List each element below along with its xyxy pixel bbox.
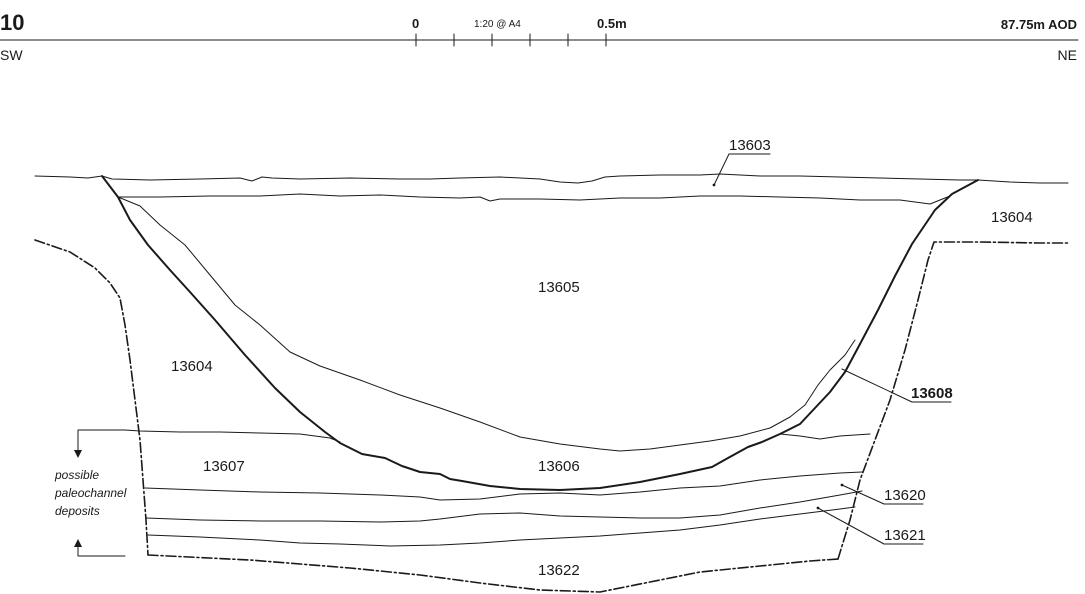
leader-13621 xyxy=(817,507,924,545)
context-label-13605: 13605 xyxy=(538,279,580,296)
context-label-13622: 13622 xyxy=(538,562,580,579)
scale-bar xyxy=(415,33,607,47)
context-label-13607: 13607 xyxy=(203,458,245,475)
fill-boundary-13605-13606 xyxy=(117,196,856,452)
layer-line-13607-base xyxy=(144,471,863,501)
context-label-13621: 13621 xyxy=(884,527,926,544)
paleochannel-boundary-right xyxy=(837,241,1071,560)
scale-end-label: 0.5m xyxy=(597,16,627,31)
context-label-13620: 13620 xyxy=(884,487,926,504)
orientation-sw: SW xyxy=(0,47,23,63)
context-label-13603: 13603 xyxy=(729,137,771,154)
annotation-line-2: paleochannel xyxy=(54,486,127,500)
ground-surface xyxy=(34,173,1069,184)
annotation-line-1: possible xyxy=(54,468,99,482)
orientation-ne: NE xyxy=(1058,47,1077,63)
scale-note: 1:20 @ A4 xyxy=(474,19,521,30)
annotation-line-3: deposits xyxy=(55,504,100,518)
layer-line-13607-top xyxy=(124,429,341,443)
context-label-13604-left: 13604 xyxy=(171,358,213,375)
layer-line-13621-base xyxy=(147,506,856,547)
context-label-13608: 13608 xyxy=(911,385,953,402)
paleochannel-boundary-left xyxy=(34,239,149,556)
scale-start-label: 0 xyxy=(412,16,419,31)
paleochannel-bracket xyxy=(74,429,126,557)
context-label-13604-right: 13604 xyxy=(991,209,1033,226)
topsoil-base-line xyxy=(117,193,951,205)
leader-13620 xyxy=(841,484,924,505)
cut-13608 xyxy=(101,175,979,491)
section-number: 10 xyxy=(0,10,24,35)
datum-label: 87.75m AOD xyxy=(1001,17,1077,32)
leader-13608 xyxy=(841,368,952,403)
context-label-13606: 13606 xyxy=(538,458,580,475)
layer-line-13620-base xyxy=(145,490,863,523)
paleochannel-boundary-base xyxy=(147,554,839,593)
layer-line-13607-top-right xyxy=(779,433,871,440)
leader-13603 xyxy=(713,153,771,186)
